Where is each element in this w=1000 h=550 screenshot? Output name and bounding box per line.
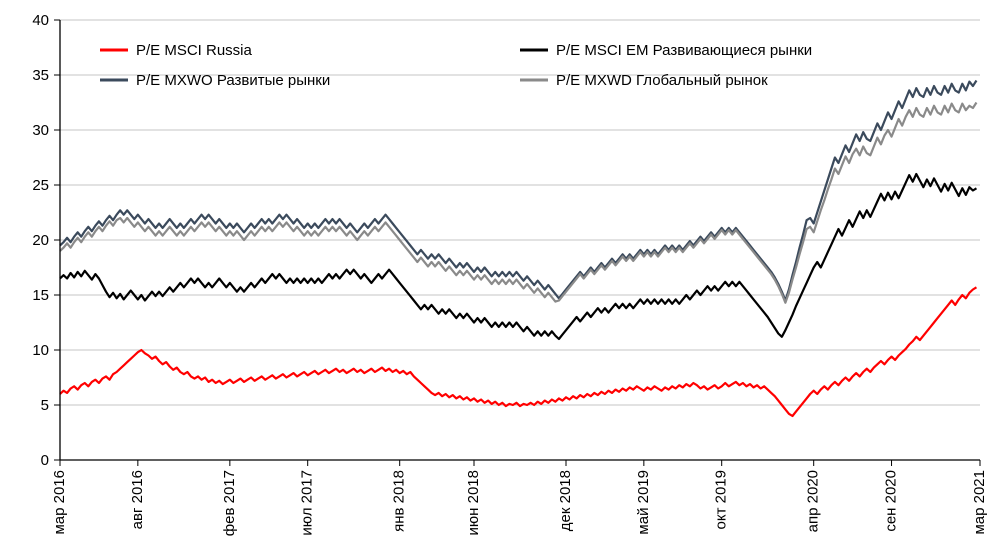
svg-text:сен 2020: сен 2020 [883, 470, 900, 532]
svg-text:25: 25 [32, 177, 49, 194]
svg-text:10: 10 [32, 342, 49, 359]
svg-text:окт 2019: окт 2019 [713, 470, 730, 529]
legend-label-em: P/E MSCI EM Развивающиеся рынки [556, 42, 812, 59]
svg-text:40: 40 [32, 12, 49, 29]
svg-text:мар 2016: мар 2016 [51, 470, 68, 535]
series-mxwo [60, 81, 976, 301]
svg-text:5: 5 [41, 397, 49, 414]
svg-text:апр 2020: апр 2020 [805, 470, 822, 532]
series-russia [60, 287, 976, 416]
svg-text:фев 2017: фев 2017 [221, 470, 238, 536]
svg-text:янв 2018: янв 2018 [391, 470, 408, 532]
svg-text:30: 30 [32, 122, 49, 139]
svg-text:июн 2018: июн 2018 [465, 470, 482, 535]
legend-label-russia: P/E MSCI Russia [136, 42, 253, 59]
legend-label-mxwo: P/E MXWO Развитые рынки [136, 72, 330, 89]
legend-label-mxwd: P/E MXWD Глобальный рынок [556, 72, 768, 89]
svg-text:дек 2018: дек 2018 [557, 470, 574, 531]
chart-svg: 0 5 10 15 20 25 30 35 40 мар 2016 авг 2016 фев 2017… [0, 0, 1000, 550]
series-em [60, 174, 976, 339]
svg-text:мар 2021: мар 2021 [971, 470, 988, 535]
svg-text:июл 2017: июл 2017 [299, 470, 316, 536]
svg-text:май 2019: май 2019 [635, 470, 652, 535]
svg-text:0: 0 [41, 452, 49, 469]
pe-ratio-chart: 0 5 10 15 20 25 30 35 40 мар 2016 авг 2016 фев 2017… [0, 0, 1000, 550]
svg-text:20: 20 [32, 232, 49, 249]
svg-text:авг 2016: авг 2016 [129, 470, 146, 529]
svg-text:15: 15 [32, 287, 49, 304]
svg-text:35: 35 [32, 67, 49, 84]
